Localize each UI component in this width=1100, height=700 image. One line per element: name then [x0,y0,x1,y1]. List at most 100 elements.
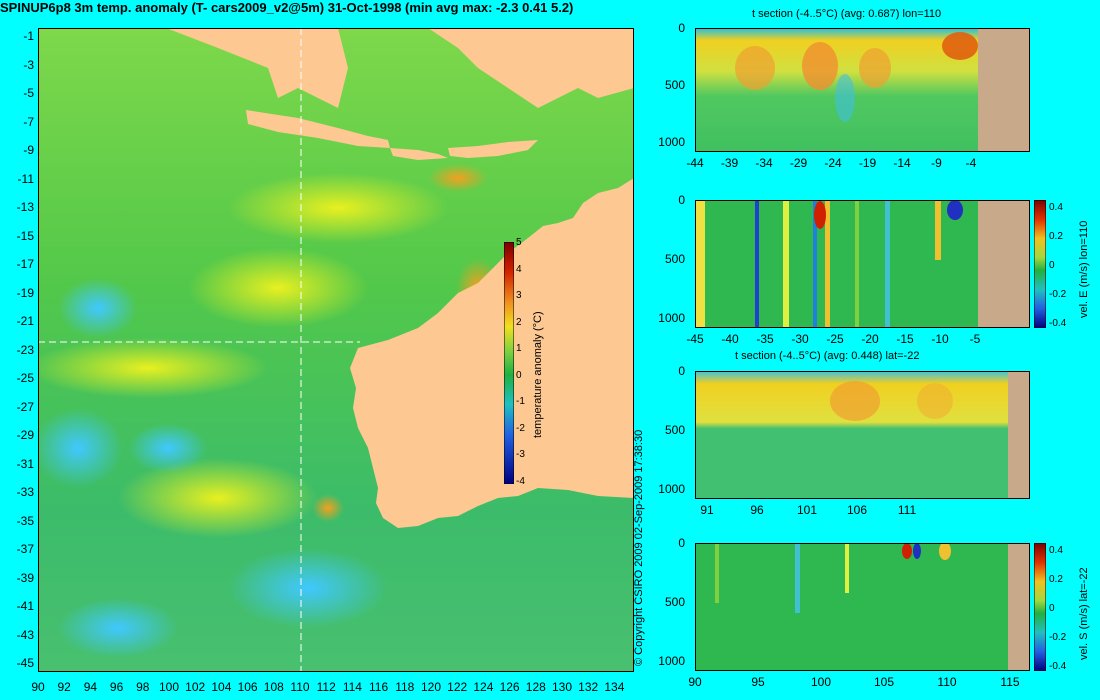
section-2-colorbar-tick: 0.2 [1049,231,1063,242]
map-lon-tick: 92 [57,680,71,694]
section-3-y-tick: 1000 [658,482,685,496]
map-lat-tick: -31 [16,456,34,471]
section-4-x-tick: 105 [873,675,895,689]
section-1-x-tick: -39 [720,156,739,170]
section-4-y-tick: 0 [678,536,685,550]
section-2-x-tick: -10 [931,332,949,346]
map-colorbar-tick: 4 [516,263,522,275]
section-2-velocity-east[interactable] [695,200,1030,328]
section-4-x-tick: 110 [937,675,957,689]
section-1-x-tick: -44 [686,156,704,170]
map-lat-tick: -13 [16,200,34,214]
map-lon-tick: 128 [525,680,546,694]
map-colorbar-tick: 3 [516,290,522,301]
section-3-x-tick: 106 [846,503,868,517]
map-lon-tick: 118 [395,680,415,694]
section-2-colorbar [1034,200,1046,328]
map-lon-tick: 104 [211,680,232,694]
section-3-title: t section (-4..5°C) (avg: 0.448) lat=-22 [735,350,920,362]
map-lon-tick: 108 [263,680,284,694]
section-4-colorbar-tick: -0.4 [1049,661,1067,672]
map-lat-tick: -35 [16,513,34,528]
section-1-title: t section (-4..5°C) (avg: 0.687) lon=110 [752,8,942,20]
section-1-x-tick: -9 [931,156,942,170]
section-3-y-tick: 0 [678,364,685,378]
section-1-y-tick: 0 [678,21,685,35]
section-2-x-tick: -5 [969,332,981,346]
map-colorbar-tick: 1 [516,343,522,354]
map-lat-tick: -17 [16,257,34,271]
map-lat-tick: -5 [23,86,34,100]
section-3-x-tick: 91 [700,503,714,517]
map-lon-tick: 94 [83,680,98,694]
map-lon-tick: 126 [499,680,520,694]
section-2-x-tick: -20 [861,332,879,346]
map-lat-tick: -41 [16,599,34,613]
section-1-x-tick: -29 [789,156,808,170]
map-lon-tick: 116 [369,680,389,694]
map-lat-tick: -11 [17,171,34,186]
section-1-x-tick: -14 [893,156,911,170]
map-lat-tick: -39 [16,570,34,585]
map-lat-tick: -29 [16,428,34,442]
section-2-y-tick: 500 [664,252,685,266]
map-colorbar-tick: 5 [516,237,522,248]
map-lat-tick: -7 [23,114,34,129]
section-2-y-tick: 1000 [658,311,685,325]
section-2-x-tick: -25 [826,332,844,346]
section-1-x-tick: -24 [824,156,842,170]
map-lat-tick: -15 [16,228,34,243]
map-lon-tick: 122 [447,680,468,694]
section-2-y-tick: 0 [678,193,685,207]
map-lat-tick: -19 [16,285,34,300]
map-lat-tick: -3 [23,57,34,72]
map-colorbar-tick: -1 [516,396,525,407]
section-4-y-tick: 500 [664,595,685,609]
indonesia-landmass [166,28,634,160]
map-lon-tick: 98 [136,680,150,694]
map-lon-tick: 96 [109,680,124,694]
map-lon-tick: 134 [604,680,625,694]
section-2-colorbar-tick: 0.4 [1049,202,1063,213]
map-colorbar-tick: -3 [516,449,525,460]
section-4-y-tick: 1000 [658,654,685,668]
section-2-colorbar-label: vel. E (m/s) lon=110 [1078,220,1090,318]
map-lat-tick: -33 [16,485,34,499]
section-4-colorbar-tick: -0.2 [1049,632,1067,643]
section-4-colorbar-tick: 0 [1049,603,1055,614]
map-lat-tick: -1 [23,29,34,43]
map-colorbar [504,242,514,484]
copyright-text: © Copyright CSIRO 2009 02-Sep-2009 17:38… [633,429,645,666]
map-lat-tick: -21 [16,314,34,328]
australia-landmass [350,178,634,528]
map-colorbar-tick: 2 [516,316,522,328]
map-lat-tick: -45 [16,656,34,670]
section-1-temperature-lon110[interactable] [695,28,1030,152]
map-lat-tick: -25 [16,371,34,385]
section-2-x-tick: -30 [791,332,809,346]
section-4-x-tick: 90 [688,675,702,689]
map-lon-tick: 90 [31,680,45,694]
map-lon-tick: 130 [551,680,573,694]
map-lat-tick: -43 [16,627,34,642]
map-title: SPINUP6p8 3m temp. anomaly (T- cars2009_… [0,0,574,15]
map-lon-tick: 110 [290,680,310,694]
temperature-anomaly-map[interactable] [38,28,634,672]
section-3-temperature-lat-22[interactable] [695,371,1030,499]
section-4-colorbar-tick: 0.4 [1049,545,1063,556]
section-2-x-tick: -45 [686,332,704,346]
section-1-x-tick: -19 [858,156,877,170]
section-2-colorbar-tick: 0 [1049,260,1055,271]
map-lat-tick: -9 [23,143,34,157]
section-2-colorbar-tick: -0.4 [1049,318,1067,329]
section-4-x-tick: 115 [1000,675,1020,689]
section-3-y-tick: 500 [664,423,685,437]
map-lon-tick: 102 [185,680,206,694]
section-4-velocity-south[interactable] [695,543,1030,671]
map-lon-tick: 106 [237,680,258,694]
map-colorbar-label: temperature anomaly (°C) [532,311,544,438]
section-1-x-tick: -34 [755,156,773,170]
map-lat-tick: -37 [16,542,34,556]
section-3-x-tick: 96 [750,503,764,517]
section-4-x-tick: 100 [810,675,832,689]
